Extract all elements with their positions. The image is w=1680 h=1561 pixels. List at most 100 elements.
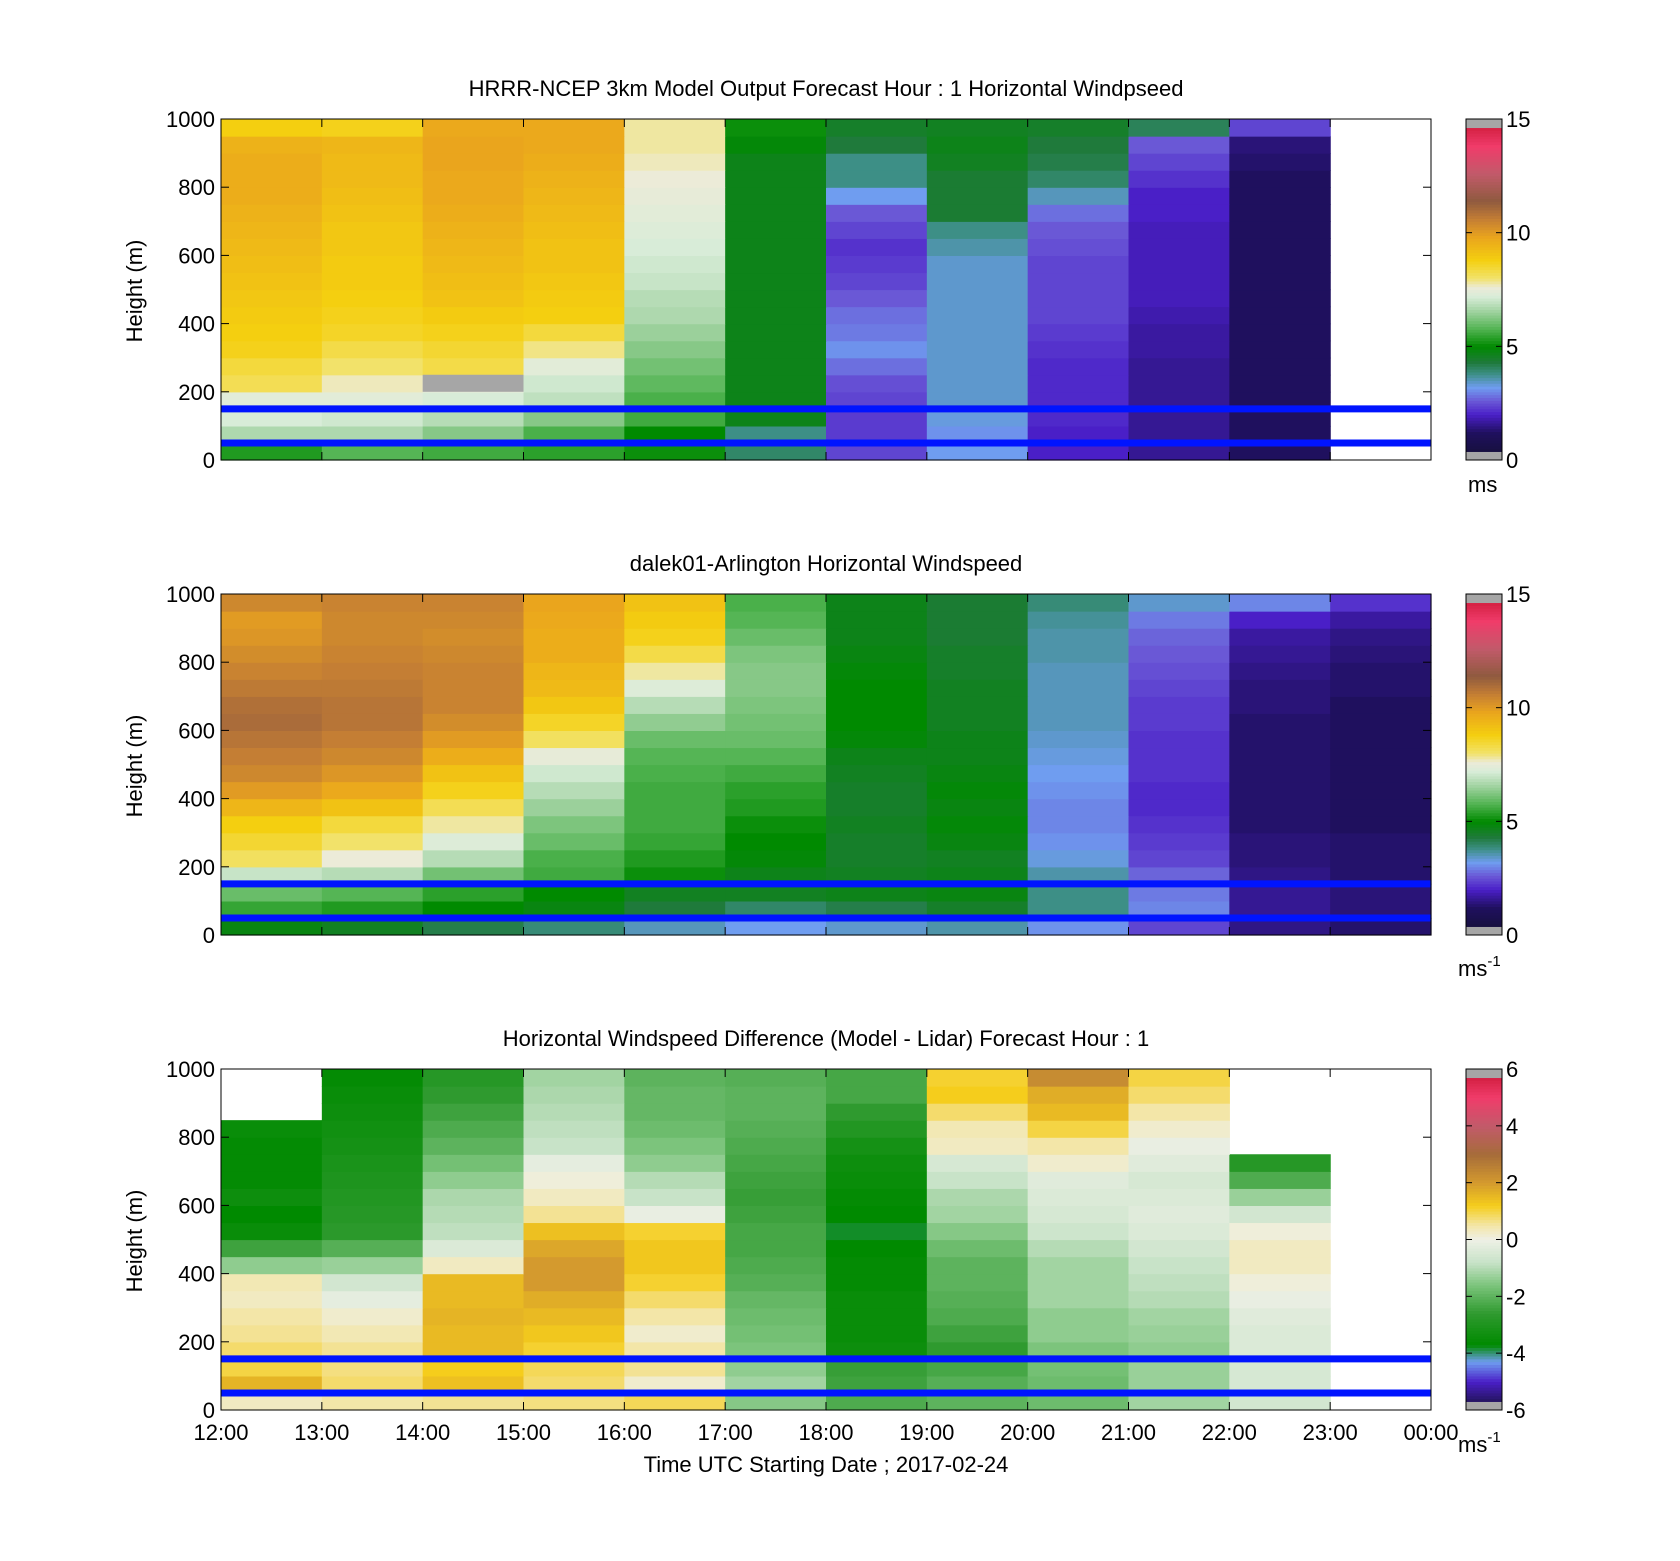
heatmap-cell [523,1103,625,1121]
heatmap-cell [725,1120,827,1138]
x-tick-label: 19:00 [899,1420,954,1445]
heatmap-cell [624,170,726,188]
heatmap-cell [826,1171,928,1189]
colorbar-segment [1466,229,1502,234]
colorbar-segment [1466,1276,1502,1280]
heatmap-cell [1128,408,1230,427]
heatmap-cell [1229,1256,1331,1275]
heatmap-cell [321,696,424,714]
colorbar-segment [1466,923,1502,927]
colorbar-segment [1466,622,1502,626]
heatmap-cell [1229,272,1331,291]
x-tick-label: 21:00 [1101,1420,1156,1445]
heatmap-cell [1027,866,1130,885]
heatmap-cell [422,255,525,274]
colorbar-segment [1466,1245,1502,1249]
colorbar-segment [1466,175,1502,180]
heatmap-cell [826,917,928,936]
colorbar-tick-label: 6 [1506,1057,1518,1082]
heatmap-cell [926,900,1029,919]
heatmap-cell [1229,764,1331,783]
heatmap-cell [221,679,323,697]
colorbar-segment [1466,167,1502,171]
x-tick-label: 22:00 [1202,1420,1257,1445]
x-axis-label: Time UTC Starting Date ; 2017-02-24 [644,1452,1009,1477]
heatmap-cell [926,1239,1029,1258]
heatmap-cell [321,1205,424,1224]
heatmap-cell [1027,170,1130,188]
colorbar-segment [1466,138,1502,143]
heatmap-cell [826,696,928,714]
colorbar-segment [1466,1213,1502,1218]
colorbar-segment [1466,323,1502,327]
colorbar-segment [1466,906,1502,910]
colorbar-segment [1466,818,1502,822]
colorbar-segment [1466,1313,1502,1317]
heatmap-cell [1128,1188,1230,1206]
heatmap-cell [221,221,323,239]
heatmap-cell [221,1239,323,1258]
heatmap-cell [1229,1171,1331,1189]
colorbar-segment [1466,696,1502,700]
colorbar-segment [1466,417,1502,421]
heatmap-cell [926,1256,1029,1275]
x-tick-label: 13:00 [294,1420,349,1445]
heatmap-cell [523,1324,625,1343]
heatmap-cell [1027,204,1130,222]
colorbar-segment [1466,298,1502,302]
heatmap-cell [221,1375,323,1394]
colorbar-segment [1466,1151,1502,1155]
heatmap-cell [826,730,928,749]
heatmap-cell [1229,883,1331,902]
heatmap-cell [1027,849,1130,868]
heatmap-cell [422,628,525,646]
colorbar-segment [1466,295,1502,299]
colorbar-segment [1466,926,1502,930]
heatmap-cell [523,374,625,393]
heatmap-cell [926,391,1029,410]
heatmap-cell [1229,832,1331,851]
heatmap-cell [221,696,323,714]
colorbar-segment [1466,258,1502,262]
heatmap-cell [523,408,625,427]
colorbar-segment [1466,457,1502,461]
heatmap-cell [523,1256,625,1275]
colorbar-segment [1466,1347,1502,1351]
y-tick-label: 0 [203,923,215,948]
heatmap-cell [221,204,323,222]
heatmap-cell [1229,662,1331,680]
heatmap-cell [725,1392,827,1411]
colorbar-segment [1466,667,1502,672]
colorbar-segment [1466,915,1502,919]
heatmap-cell [826,204,928,222]
heatmap-cell [826,306,928,325]
heatmap-cell [826,815,928,834]
heatmap-cell [321,1222,424,1241]
heatmap-cell [826,679,928,697]
heatmap-cell [826,662,928,680]
heatmap-cell [624,832,726,851]
heatmap-cell [523,594,625,612]
colorbar-segment [1466,764,1502,768]
heatmap-cell [624,153,726,171]
heatmap-cell [1128,1290,1230,1309]
heatmap-cell [321,408,424,427]
heatmap-cell [523,323,625,342]
colorbar-segment [1466,1114,1502,1118]
colorbar-segment [1466,886,1502,891]
colorbar-segment [1466,690,1502,694]
colorbar-segment [1466,599,1502,604]
colorbar-segment [1466,741,1502,746]
heatmap-cell [321,832,424,851]
heatmap-cell [1128,374,1230,393]
colorbar-segment [1466,807,1502,811]
colorbar-segment [1466,1094,1502,1098]
heatmap-cell [926,781,1029,800]
heatmap-cell [321,136,424,154]
heatmap-cell [926,1358,1029,1377]
x-tick-label: 15:00 [496,1420,551,1445]
colorbar-segment [1466,420,1502,424]
heatmap-cell [422,1290,525,1309]
colorbar-segment [1466,1324,1502,1329]
colorbar-segment [1466,354,1502,359]
